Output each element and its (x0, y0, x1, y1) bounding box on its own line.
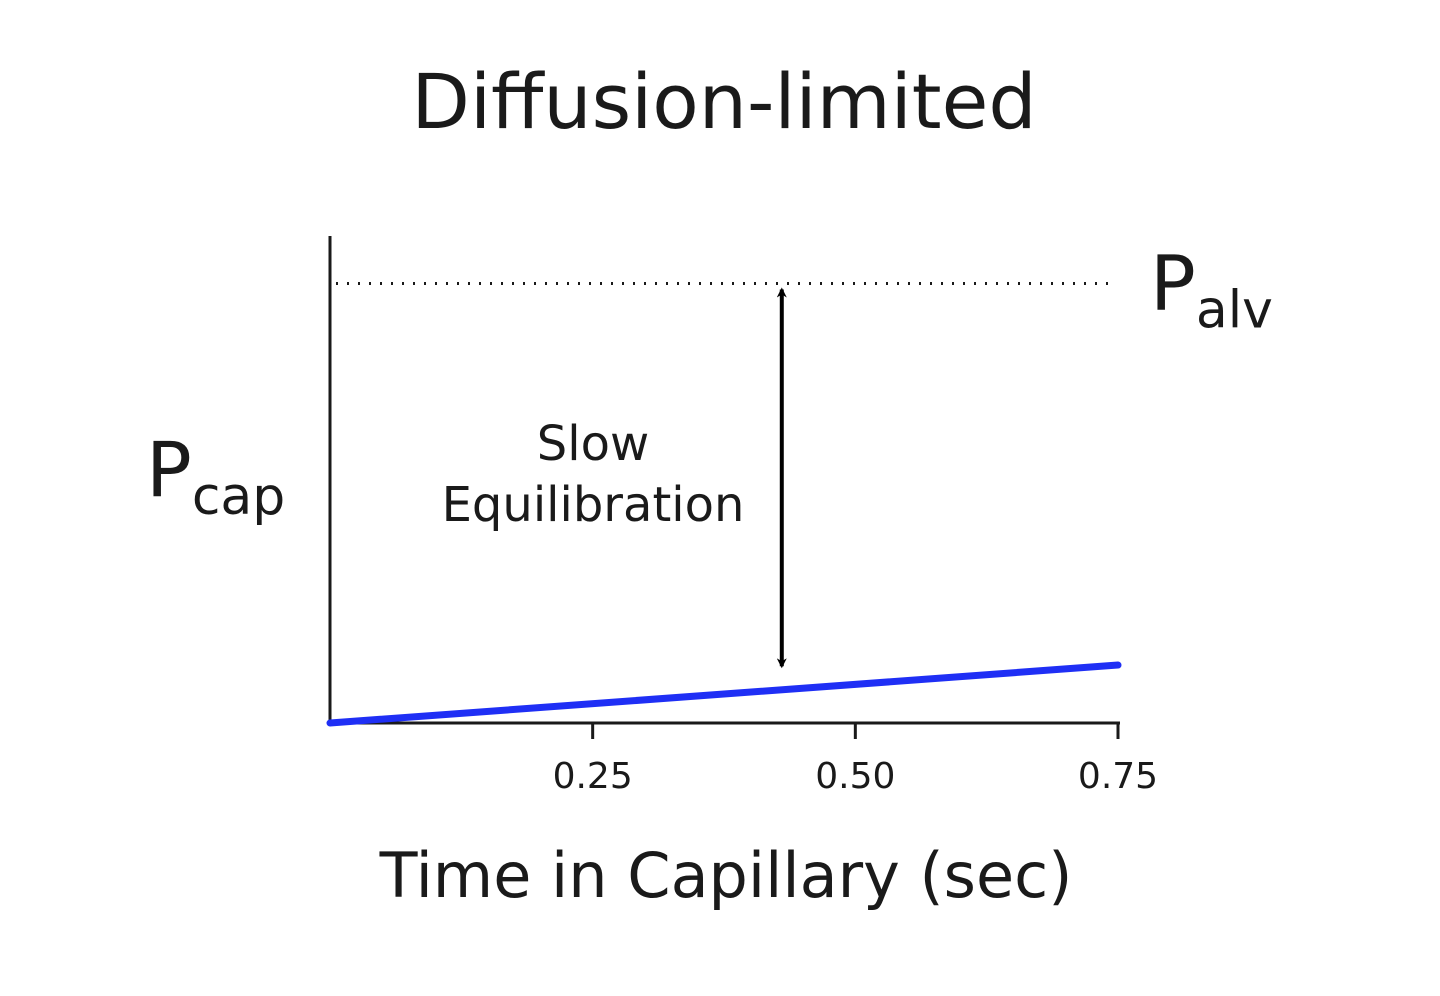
y-axis-label: Pcap (146, 425, 285, 527)
x-tick-label: 0.75 (1078, 756, 1158, 797)
alveolar-pressure-subscript: alv (1196, 280, 1273, 340)
alveolar-pressure-label: Palv (1150, 238, 1273, 340)
x-tick-label: 0.25 (553, 756, 633, 797)
series-group (326, 661, 1122, 727)
y-axis-subscript: cap (192, 467, 285, 527)
x-axis-label: Time in Capillary (sec) (379, 839, 1073, 912)
alveolar-pressure-symbol: P (1150, 238, 1196, 327)
x-ticks: 0.25 0.50 0.75 (553, 723, 1158, 797)
x-tick-label: 0.50 (815, 756, 895, 797)
chart-title: Diffusion-limited (411, 57, 1036, 146)
y-axis-symbol: P (146, 425, 192, 514)
annotation-line-2: Equilibration (442, 477, 745, 533)
annotation-line-1: Slow (537, 416, 649, 472)
series-line (326, 661, 1122, 727)
